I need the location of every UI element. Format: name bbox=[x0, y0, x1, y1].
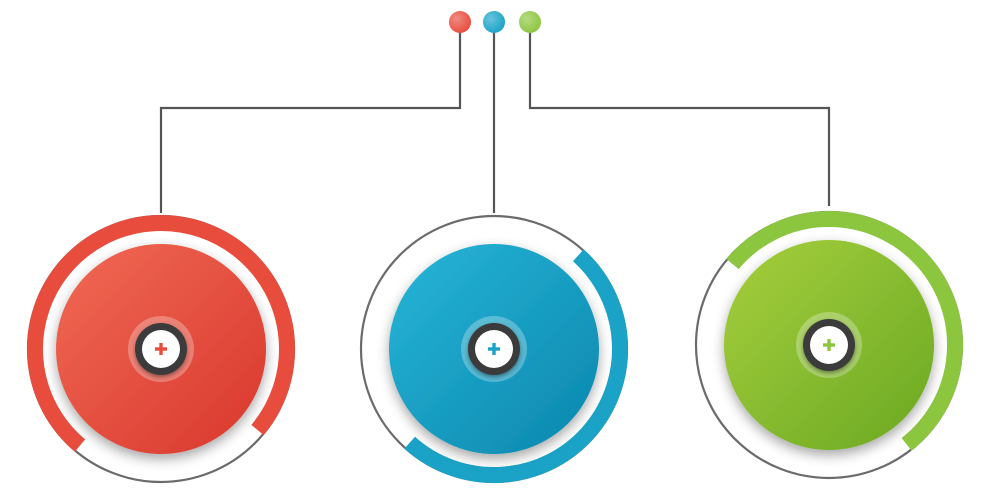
node-green bbox=[694, 210, 964, 480]
top-dot-green-shine bbox=[519, 11, 541, 33]
top-dots bbox=[449, 11, 541, 33]
connector-red bbox=[159, 30, 462, 213]
connector-green bbox=[528, 30, 831, 206]
node-red-accent-arc bbox=[27, 215, 295, 452]
plus-icon[interactable] bbox=[823, 339, 835, 351]
top-dot-red-shine bbox=[449, 11, 471, 33]
plus-icon[interactable] bbox=[155, 343, 167, 355]
node-blue-accent-arc bbox=[404, 249, 628, 483]
plus-icon[interactable] bbox=[488, 343, 500, 355]
node-red bbox=[26, 214, 296, 484]
connectors bbox=[159, 30, 831, 213]
node-green-accent-arc bbox=[726, 210, 963, 451]
top-dot-blue-shine bbox=[483, 11, 505, 33]
node-blue bbox=[359, 214, 629, 484]
